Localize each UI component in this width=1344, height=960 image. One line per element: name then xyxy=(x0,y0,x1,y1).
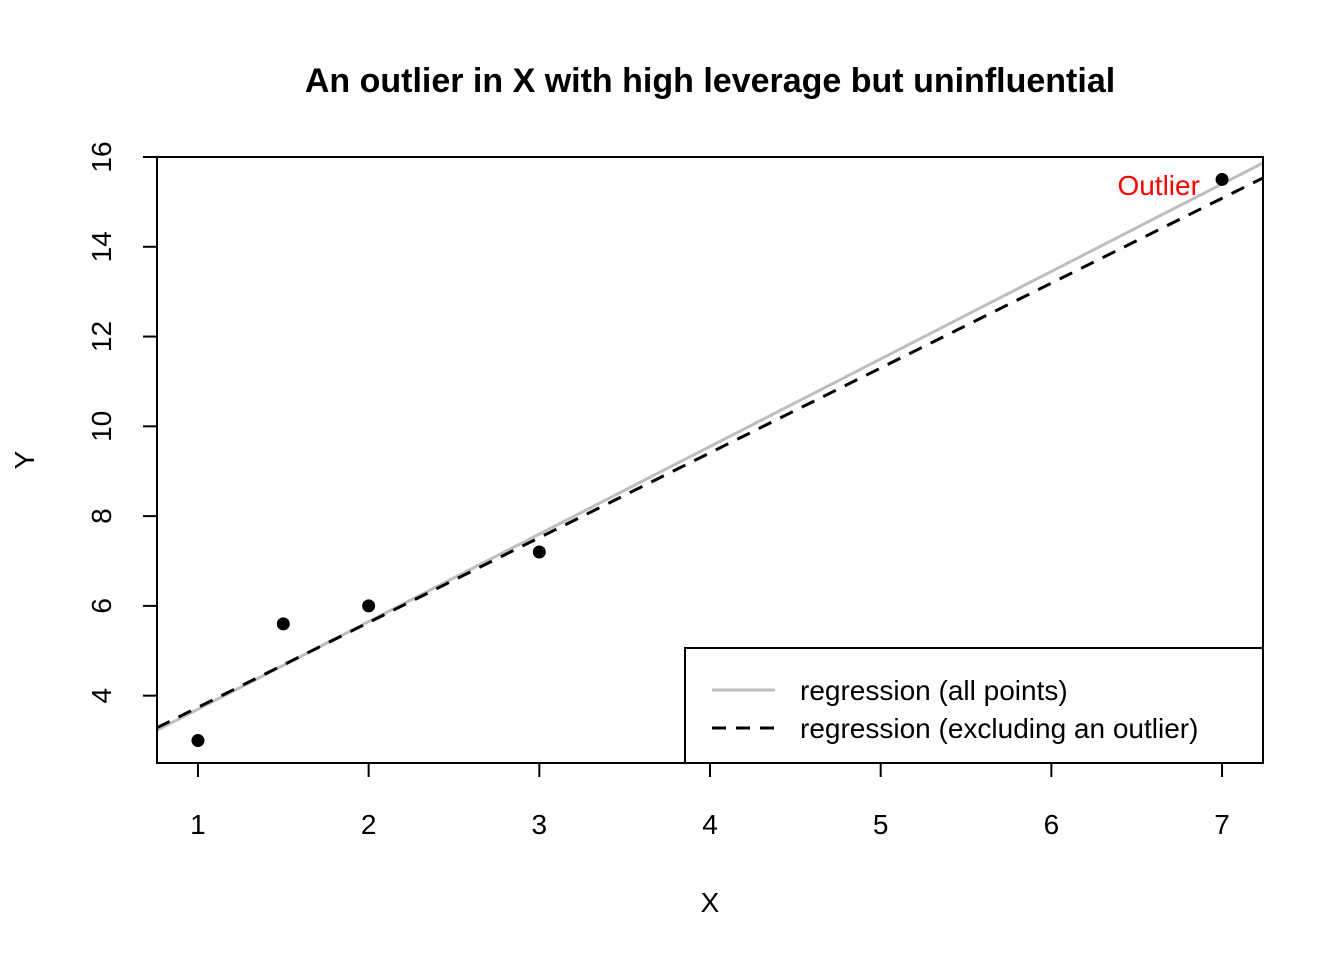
data-point-2 xyxy=(276,617,290,631)
chart-title: An outlier in X with high leverage but u… xyxy=(305,62,1115,100)
legend: regression (all points) regression (exclu… xyxy=(684,647,1264,764)
x-tick-label-3: 3 xyxy=(532,809,548,840)
data-point-3 xyxy=(362,599,376,613)
regression-line-2 xyxy=(157,176,1263,730)
x-tick-label-6: 6 xyxy=(1044,809,1060,840)
data-point-4 xyxy=(532,545,546,559)
y-tick-label-16: 16 xyxy=(86,141,117,172)
y-tick-label-8: 8 xyxy=(86,508,117,524)
y-axis-label: Y xyxy=(9,450,40,469)
data-point-1 xyxy=(191,734,205,748)
y-tick-label-4: 4 xyxy=(86,688,117,704)
x-tick-label-5: 5 xyxy=(873,809,889,840)
y-tick-label-10: 10 xyxy=(86,411,117,442)
legend-label-2: regression (excluding an outlier) xyxy=(800,713,1198,744)
y-tick-label-12: 12 xyxy=(86,321,117,352)
x-tick-label-1: 1 xyxy=(190,809,206,840)
legend-label-1: regression (all points) xyxy=(800,675,1068,706)
y-tick-label-6: 6 xyxy=(86,598,117,614)
x-tick-label-4: 4 xyxy=(702,809,718,840)
regression-line-1 xyxy=(157,161,1263,732)
legend-box xyxy=(684,647,1264,764)
x-axis-label: X xyxy=(701,887,720,918)
x-tick-label-2: 2 xyxy=(361,809,377,840)
x-tick-label-7: 7 xyxy=(1214,809,1230,840)
outlier-annotation: Outlier xyxy=(1117,170,1199,201)
y-tick-label-14: 14 xyxy=(86,231,117,262)
data-point-5 xyxy=(1215,172,1229,186)
